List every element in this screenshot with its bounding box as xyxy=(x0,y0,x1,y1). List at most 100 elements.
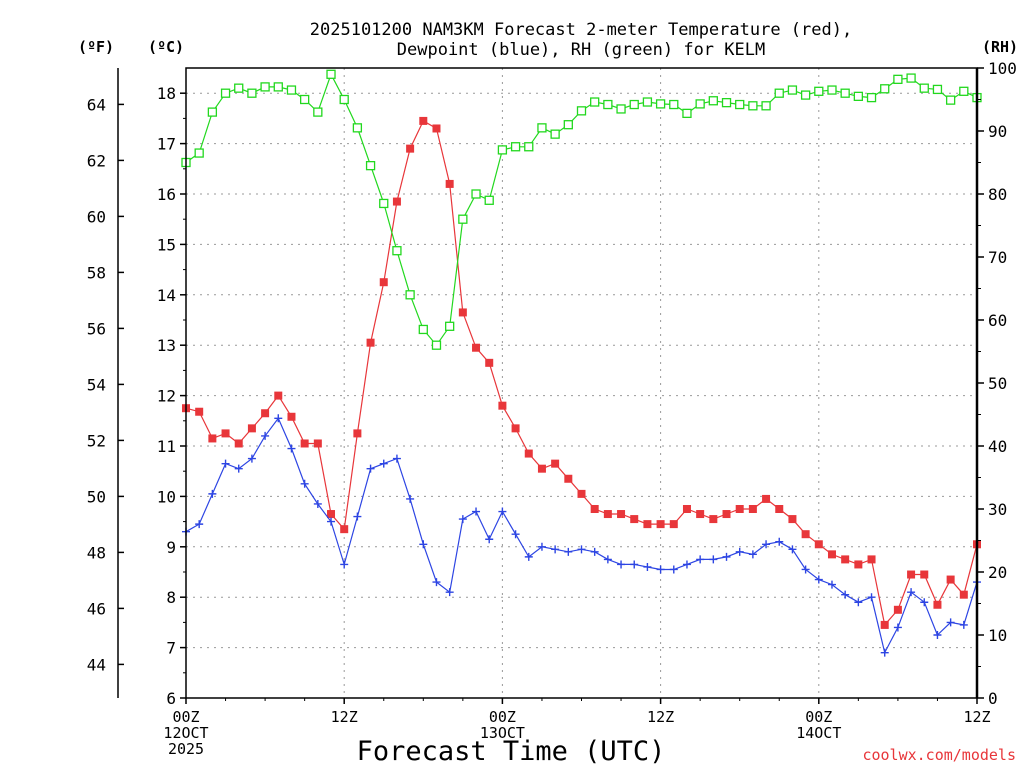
dewpoint-point xyxy=(392,454,401,463)
temperature-point xyxy=(630,515,639,524)
dewpoint-point xyxy=(669,565,678,574)
temperature-point xyxy=(933,600,942,609)
temperature-point xyxy=(696,510,705,519)
temperature-point xyxy=(379,278,388,287)
celsius-tick-label: 11 xyxy=(157,437,176,456)
rh-point xyxy=(418,324,428,335)
dewpoint-point xyxy=(722,552,731,561)
rh-tick-label: 100 xyxy=(988,59,1017,78)
temperature-point xyxy=(643,520,652,529)
x-axis-title: Forecast Time (UTC) xyxy=(357,736,666,767)
rh-tick-label: 30 xyxy=(988,500,1007,519)
rh-point xyxy=(313,107,323,117)
rh-point xyxy=(234,83,244,93)
rh-point xyxy=(893,74,903,84)
rh-point xyxy=(484,195,494,205)
x-tick-label: 2025 xyxy=(168,740,204,758)
dewpoint-point xyxy=(208,489,217,498)
x-tick-label: 00Z xyxy=(805,708,832,726)
dewpoint-point xyxy=(603,555,612,564)
dewpoint-point xyxy=(630,560,639,569)
rh-point xyxy=(919,83,929,93)
dewpoint-point xyxy=(432,578,441,587)
temperature-point xyxy=(788,515,797,524)
celsius-tick-label: 14 xyxy=(157,286,176,305)
temperature-point xyxy=(234,439,243,448)
temperature-point xyxy=(406,144,415,153)
temperature-point xyxy=(827,550,836,559)
temperature-point xyxy=(854,560,863,569)
rh-point xyxy=(273,82,283,92)
rh-point xyxy=(761,101,771,111)
temperature-point xyxy=(432,124,441,133)
dewpoint-point xyxy=(933,631,942,639)
celsius-tick-label: 6 xyxy=(166,689,176,708)
rh-point xyxy=(220,88,231,98)
fahrenheit-tick-label: 62 xyxy=(87,151,106,170)
rh-point xyxy=(682,108,692,119)
rh-unit-label: (RH) xyxy=(982,38,1018,56)
rh-tick-label: 40 xyxy=(988,437,1007,456)
rh-point xyxy=(365,160,376,171)
rh-point xyxy=(774,88,784,98)
x-tick-label: 14OCT xyxy=(796,724,841,742)
x-tick-label: 12Z xyxy=(647,708,674,726)
rh-point xyxy=(735,99,745,110)
rh-point xyxy=(748,101,758,111)
fahrenheit-unit-label: (ºF) xyxy=(78,38,114,56)
temperature-point xyxy=(722,510,731,519)
temperature-point xyxy=(946,575,955,584)
dewpoint-point xyxy=(907,588,916,597)
dewpoint-point xyxy=(564,547,573,556)
temperature-point xyxy=(208,434,217,443)
chart-subtitle: Dewpoint (blue), RH (green) for KELM xyxy=(397,40,765,60)
dewpoint-point xyxy=(551,545,560,554)
rh-point xyxy=(471,189,481,199)
temperature-point xyxy=(775,505,784,513)
celsius-tick-label: 16 xyxy=(157,185,176,204)
temperature-point xyxy=(920,570,929,579)
dewpoint-point xyxy=(458,515,467,524)
dewpoint-point xyxy=(946,618,955,627)
dewpoint-point xyxy=(788,545,797,554)
dewpoint-point xyxy=(682,560,691,569)
rh-point xyxy=(524,142,534,152)
dewpoint-point xyxy=(959,620,968,629)
rh-point xyxy=(629,99,639,110)
credit-label: coolwx.com/models xyxy=(862,746,1016,764)
temperature-point xyxy=(748,505,757,513)
rh-point xyxy=(945,95,956,105)
rh-tick-label: 90 xyxy=(988,122,1007,141)
temperature-point xyxy=(669,520,678,529)
fahrenheit-tick-label: 60 xyxy=(87,207,106,226)
dewpoint-point xyxy=(537,542,546,551)
temperature-point xyxy=(551,459,560,468)
temperature-point xyxy=(445,179,454,188)
rh-point xyxy=(352,123,363,133)
rh-point xyxy=(563,120,573,130)
rh-point xyxy=(286,85,297,95)
temperature-point xyxy=(656,520,665,529)
rh-point xyxy=(787,85,798,95)
temperature-point xyxy=(261,409,270,418)
temperature-point xyxy=(392,197,401,206)
dewpoint-point xyxy=(498,507,507,516)
fahrenheit-tick-label: 58 xyxy=(87,263,106,282)
fahrenheit-tick-label: 48 xyxy=(87,543,106,562)
dewpoint-point xyxy=(419,540,428,549)
dewpoint-point xyxy=(406,494,415,503)
temperature-point xyxy=(735,505,744,513)
fahrenheit-tick-label: 52 xyxy=(87,431,106,450)
dewpoint-point xyxy=(261,431,270,440)
rh-point xyxy=(326,69,336,79)
dewpoint-point xyxy=(827,580,836,589)
dewpoint-point xyxy=(221,459,230,468)
dewpoint-point xyxy=(893,623,902,632)
dewpoint-point xyxy=(762,540,771,549)
dewpoint-point xyxy=(617,560,626,569)
series-layer xyxy=(181,69,982,657)
dewpoint-point xyxy=(300,479,309,488)
temperature-point xyxy=(353,429,362,438)
x-tick-label: 12Z xyxy=(963,708,990,726)
